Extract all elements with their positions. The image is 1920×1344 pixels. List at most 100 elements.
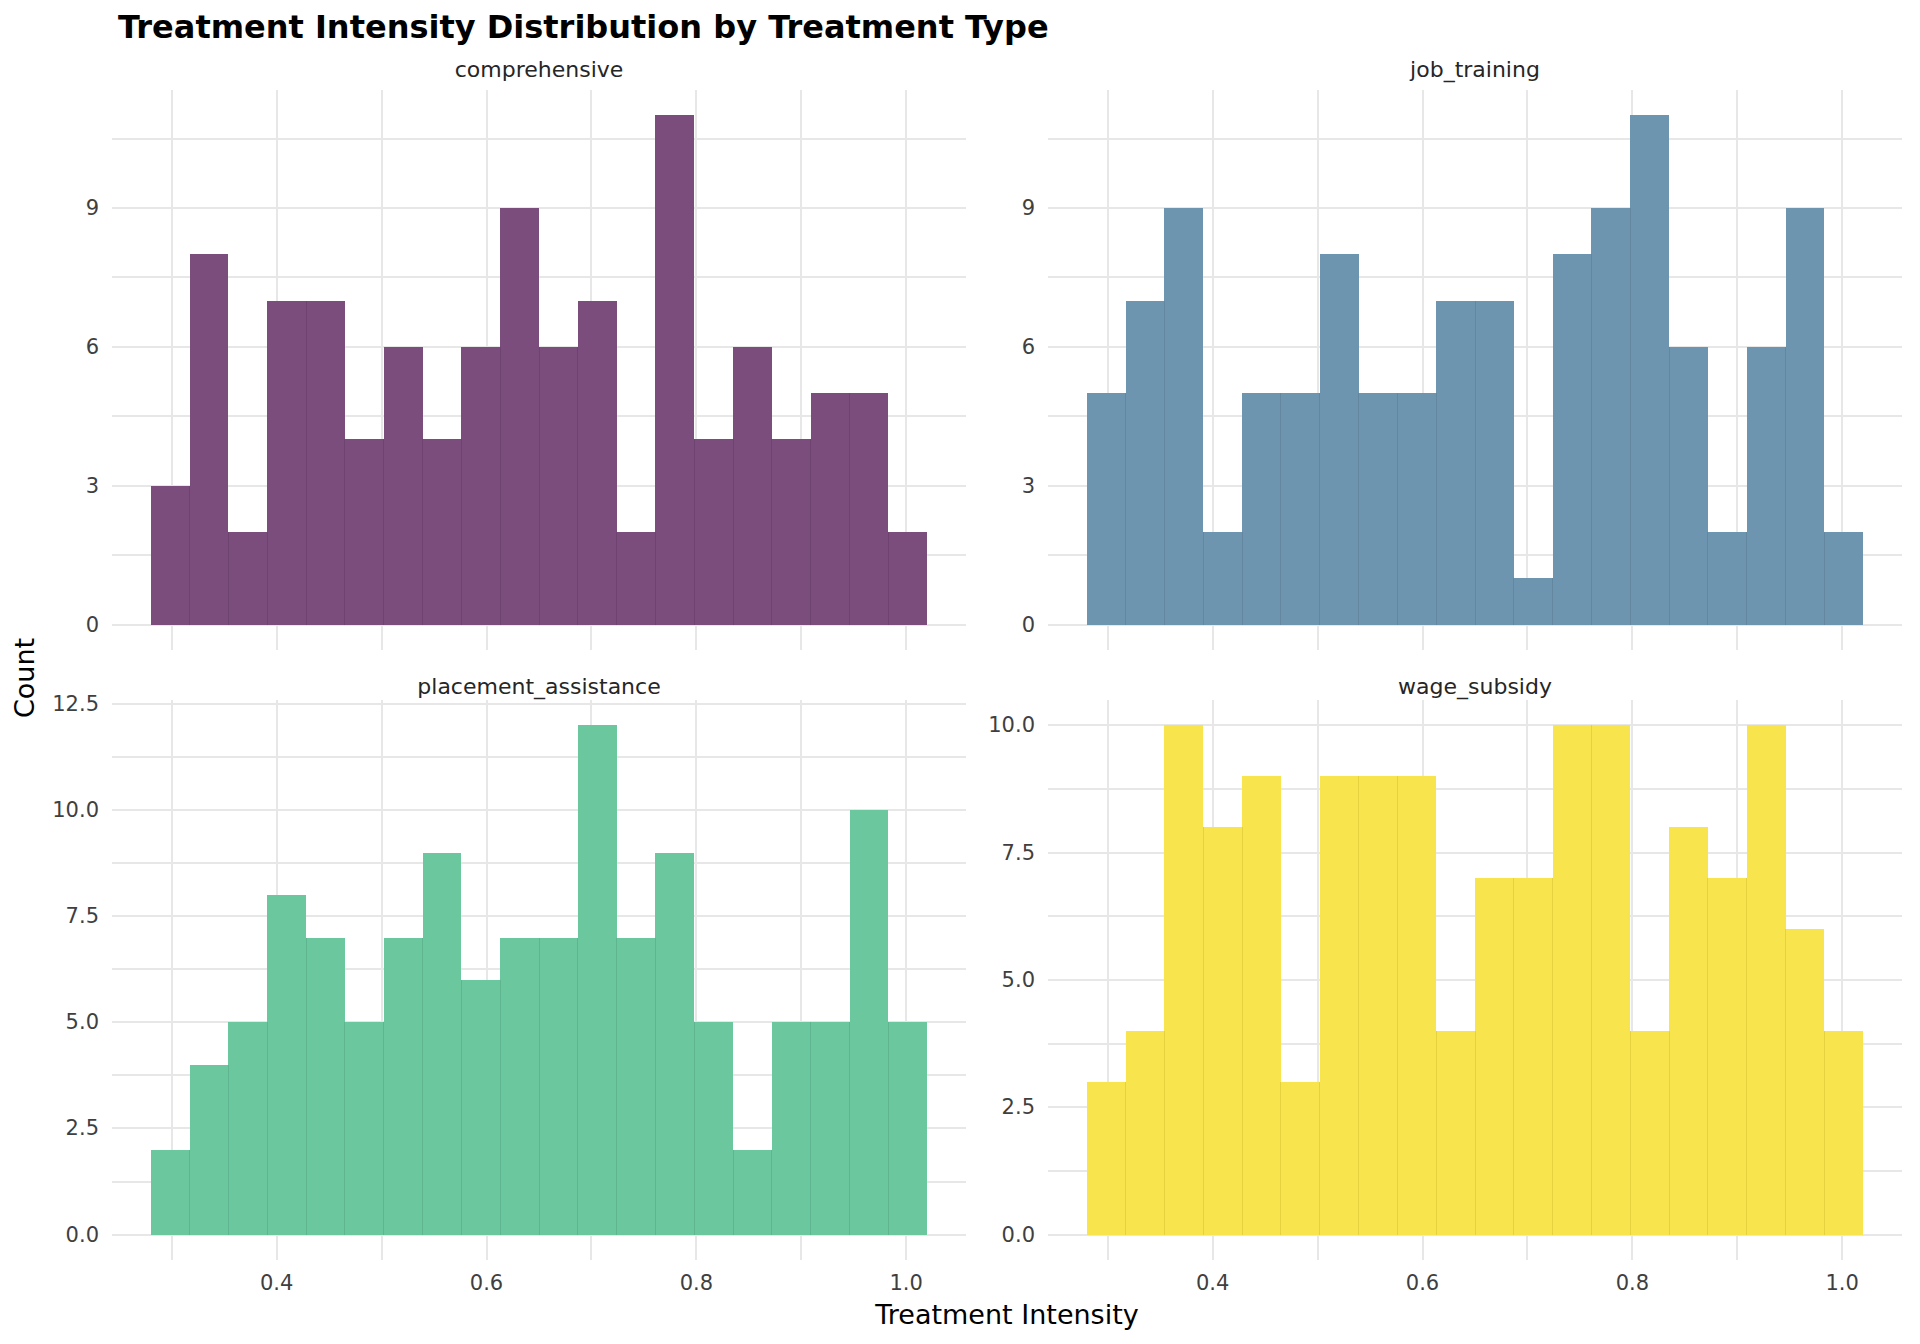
histogram-bar (850, 810, 889, 1234)
x-tick-label: 1.0 (1825, 1271, 1858, 1295)
histogram-bar (1630, 1031, 1669, 1235)
y-tick-labels: 0 3 6 9 (86, 196, 99, 637)
histogram-bar (1591, 725, 1630, 1234)
histogram-bar (1203, 532, 1242, 625)
y-tick-label: 0 (86, 613, 99, 637)
histogram-bar (1591, 208, 1630, 625)
histogram-bar (151, 486, 190, 625)
histogram-bar (190, 254, 229, 624)
histogram-bar (655, 115, 694, 624)
histogram-bar (1126, 301, 1165, 625)
histogram-bar (1203, 827, 1242, 1234)
histogram-bar (1320, 254, 1359, 624)
facet-title-placement-assistance: placement_assistance (417, 674, 660, 699)
histogram-bar (384, 938, 423, 1235)
facet-panel-wage_subsidy: 0.02.55.07.510.00.40.60.81.0 (988, 700, 1902, 1295)
histogram-bars (1087, 115, 1863, 624)
histogram-bar (1164, 725, 1203, 1234)
histogram-bar (1747, 725, 1786, 1234)
x-tick-label: 0.4 (1196, 1271, 1229, 1295)
histogram-bar (1359, 776, 1398, 1234)
histogram-bar (345, 439, 384, 624)
histogram-bar (151, 1150, 190, 1235)
histogram-grid-plot: 036903690.02.55.07.510.012.50.40.60.81.0… (0, 0, 1920, 1344)
x-tick-label: 0.6 (1406, 1271, 1439, 1295)
y-tick-label: 5.0 (66, 1010, 99, 1034)
histogram-bar (345, 1022, 384, 1234)
histogram-bar (1164, 208, 1203, 625)
histogram-bar (1242, 776, 1281, 1234)
histogram-bar (267, 301, 306, 625)
facet-title-wage-subsidy: wage_subsidy (1398, 674, 1552, 699)
facet-title-job-training: job_training (1410, 57, 1540, 82)
histogram-bar (578, 725, 617, 1234)
histogram-bar (1747, 347, 1786, 625)
y-tick-label: 5.0 (1002, 968, 1035, 992)
facet-panel-placement_assistance: 0.02.55.07.510.012.50.40.60.81.0 (52, 692, 966, 1295)
histogram-bar (1669, 347, 1708, 625)
y-tick-label: 9 (1022, 196, 1035, 220)
histogram-bar (267, 895, 306, 1234)
histogram-bar (1514, 878, 1553, 1234)
x-axis-label: Treatment Intensity (875, 1299, 1139, 1330)
histogram-bar (1087, 393, 1126, 624)
histogram-bar (1281, 1082, 1320, 1235)
y-tick-labels: 0 3 6 9 (1022, 196, 1035, 637)
histogram-bar (694, 1022, 733, 1234)
histogram-bar (1824, 1031, 1863, 1235)
histogram-bar (1514, 578, 1553, 624)
x-tick-label: 0.4 (260, 1271, 293, 1295)
y-tick-label: 9 (86, 196, 99, 220)
histogram-bar (850, 393, 889, 624)
y-tick-label: 0.0 (66, 1223, 99, 1247)
facet-panel-comprehensive: 0 3 6 9 (86, 90, 966, 650)
histogram-bar (228, 1022, 267, 1234)
histogram-bar (461, 347, 500, 625)
histogram-bar (694, 439, 733, 624)
y-tick-label: 6 (1022, 335, 1035, 359)
histogram-bar (578, 301, 617, 625)
y-tick-label: 3 (1022, 474, 1035, 498)
histogram-bar (617, 532, 656, 625)
histogram-bar (1824, 532, 1863, 625)
histogram-bar (500, 938, 539, 1235)
histogram-bar (1359, 393, 1398, 624)
y-tick-label: 10.0 (988, 713, 1035, 737)
histogram-bar (1436, 1031, 1475, 1235)
histogram-bar (1397, 393, 1436, 624)
histogram-bar (1630, 115, 1669, 624)
histogram-bar (1320, 776, 1359, 1234)
histogram-bar (1708, 532, 1747, 625)
y-tick-label: 3 (86, 474, 99, 498)
x-tick-label: 1.0 (889, 1271, 922, 1295)
y-tick-label: 0 (1022, 613, 1035, 637)
histogram-bars (151, 725, 927, 1234)
x-tick-labels: 0.40.60.81.0 (260, 1271, 923, 1295)
y-tick-label: 2.5 (66, 1116, 99, 1140)
histogram-bar (1786, 929, 1825, 1234)
y-tick-labels: 0.02.55.07.510.012.5 (52, 692, 99, 1246)
chart-title: Treatment Intensity Distribution by Trea… (118, 8, 1049, 46)
histogram-bar (1553, 254, 1592, 624)
y-tick-label: 12.5 (52, 692, 99, 716)
histogram-bar (1475, 878, 1514, 1234)
x-tick-label: 0.8 (1616, 1271, 1649, 1295)
y-tick-label: 6 (86, 335, 99, 359)
histogram-bar (1475, 301, 1514, 625)
y-tick-label: 10.0 (52, 798, 99, 822)
histogram-bar (423, 853, 462, 1235)
histogram-bar (539, 347, 578, 625)
y-tick-labels: 0.02.55.07.510.0 (988, 713, 1035, 1246)
facet-panel-job_training: 0 3 6 9 (1022, 90, 1902, 650)
histogram-bar (811, 393, 850, 624)
histogram-bar (1126, 1031, 1165, 1235)
histogram-bar (423, 439, 462, 624)
histogram-bars (151, 115, 927, 624)
histogram-bar (1281, 393, 1320, 624)
histogram-bar (1087, 1082, 1126, 1235)
y-tick-label: 2.5 (1002, 1095, 1035, 1119)
histogram-bar (1397, 776, 1436, 1234)
histogram-bar (1786, 208, 1825, 625)
histogram-bar (461, 980, 500, 1235)
x-tick-label: 0.8 (680, 1271, 713, 1295)
